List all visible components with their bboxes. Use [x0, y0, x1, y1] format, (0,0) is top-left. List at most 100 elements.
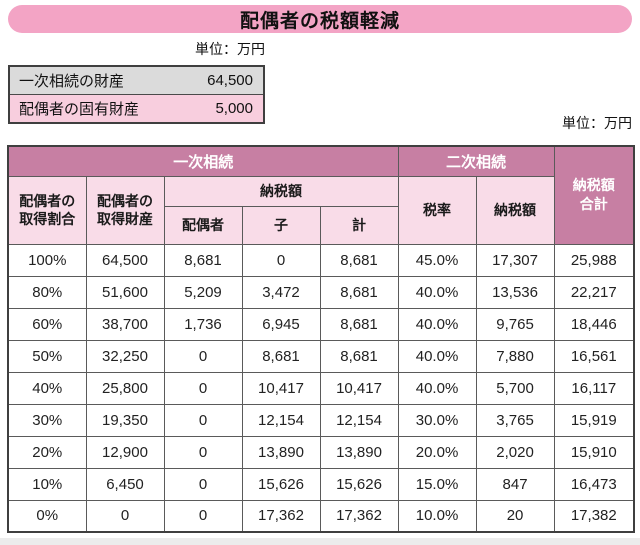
table-cell: 15,626	[241, 467, 321, 501]
table-cell: 0	[163, 339, 243, 373]
table-cell: 16,117	[553, 371, 635, 405]
table-cell: 20	[475, 499, 555, 533]
table-cell: 10,417	[319, 371, 399, 405]
table-row: 50% 32,250 0 8,681 8,681 40.0% 7,880 16,561	[7, 339, 635, 373]
table-cell: 22,217	[553, 275, 635, 309]
total-column-header: 納税額 合計	[553, 145, 635, 245]
table-cell: 40.0%	[397, 339, 477, 373]
table-row: 10% 6,450 0 15,626 15,626 15.0% 847 16,473	[7, 467, 635, 501]
group-header-row: 一次相続 二次相続 納税額 合計	[7, 145, 635, 245]
table-cell: 10%	[7, 467, 87, 501]
group-header-secondary: 二次相続	[397, 145, 555, 177]
table-cell: 16,473	[553, 467, 635, 501]
table-cell: 25,800	[85, 371, 165, 405]
table-cell: 10,417	[241, 371, 321, 405]
table-row: 80% 51,600 5,209 3,472 8,681 40.0% 13,536 22,21…	[7, 275, 635, 309]
sub-header-row-1: 配偶者の 取得割合 配偶者の 取得財産 納税額 税率 納税額	[7, 175, 634, 245]
summary-row-value: 64,500	[207, 72, 253, 89]
table-cell: 0	[163, 435, 243, 469]
table-cell: 15,919	[553, 403, 635, 437]
table-cell: 8,681	[319, 275, 399, 309]
table-cell: 30.0%	[397, 403, 477, 437]
table-cell: 100%	[7, 243, 87, 277]
summary-row-label: 一次相続の財産	[19, 73, 125, 90]
table-cell: 45.0%	[397, 243, 477, 277]
table-cell: 64,500	[85, 243, 165, 277]
table-cell: 15,910	[553, 435, 635, 469]
table-cell: 38,700	[85, 307, 165, 341]
table-cell: 5,700	[475, 371, 555, 405]
table-cell: 17,362	[241, 499, 321, 533]
table-cell: 10.0%	[397, 499, 477, 533]
page-edge-strip	[0, 538, 640, 545]
unit-label-top: 単位：万円	[195, 41, 265, 57]
summary-row-label: 配偶者の固有財産	[19, 101, 140, 118]
table-cell: 13,890	[241, 435, 321, 469]
table-cell: 16,561	[553, 339, 635, 373]
table-cell: 0	[241, 243, 321, 277]
table-cell: 20%	[7, 435, 87, 469]
table-cell: 6,945	[241, 307, 321, 341]
table-cell: 8,681	[163, 243, 243, 277]
table-cell: 40.0%	[397, 307, 477, 341]
table-cell: 15,626	[319, 467, 399, 501]
table-cell: 3,472	[241, 275, 321, 309]
table-cell: 51,600	[85, 275, 165, 309]
table-cell: 8,681	[319, 339, 399, 373]
table-cell: 1,736	[163, 307, 243, 341]
table-cell: 3,765	[475, 403, 555, 437]
table-cell: 13,536	[475, 275, 555, 309]
table-cell: 0	[163, 403, 243, 437]
table-row: 100% 64,500 8,681 0 8,681 45.0% 17,307 25,988	[7, 243, 635, 277]
table-cell: 0%	[7, 499, 87, 533]
table-row: 40% 25,800 0 10,417 10,417 40.0% 5,700 16,117	[7, 371, 635, 405]
table-cell: 30%	[7, 403, 87, 437]
table-cell: 25,988	[553, 243, 635, 277]
table-cell: 6,450	[85, 467, 165, 501]
table-cell: 9,765	[475, 307, 555, 341]
table-cell: 40%	[7, 371, 87, 405]
table-row: 0% 0 0 17,362 17,362 10.0% 20 17,382	[7, 499, 635, 533]
tax-rate-header: 税率	[397, 175, 477, 245]
table-row: 60% 38,700 1,736 6,945 8,681 40.0% 9,765 18,446	[7, 307, 635, 341]
table-cell: 8,681	[241, 339, 321, 373]
group-header-primary: 一次相続	[7, 145, 399, 177]
table-cell: 17,382	[553, 499, 635, 533]
table-cell: 5,209	[163, 275, 243, 309]
table-cell: 19,350	[85, 403, 165, 437]
summary-table: 一次相続の財産 64,500 配偶者の固有財産 5,000	[8, 65, 265, 124]
table-cell: 80%	[7, 275, 87, 309]
table-row: 30% 19,350 0 12,154 12,154 30.0% 3,765 15,919	[7, 403, 635, 437]
page-title-banner: 配偶者の税額軽減	[8, 5, 632, 33]
spouse-header: 配偶者	[163, 205, 243, 245]
table-cell: 12,154	[241, 403, 321, 437]
table-cell: 50%	[7, 339, 87, 373]
table-cell: 15.0%	[397, 467, 477, 501]
table-cell: 32,250	[85, 339, 165, 373]
table-cell: 0	[163, 499, 243, 533]
unit-label-main: 単位：万円	[562, 115, 632, 131]
table-cell: 847	[475, 467, 555, 501]
table-cell: 0	[163, 371, 243, 405]
table-cell: 13,890	[319, 435, 399, 469]
table-cell: 17,362	[319, 499, 399, 533]
table-cell: 8,681	[319, 243, 399, 277]
table-cell: 12,154	[319, 403, 399, 437]
spouse-assets-header: 配偶者の 取得財産	[85, 175, 165, 245]
table-cell: 18,446	[553, 307, 635, 341]
table-row: 20% 12,900 0 13,890 13,890 20.0% 2,020 15,910	[7, 435, 635, 469]
summary-row-primary-estate: 一次相続の財産 64,500	[10, 67, 263, 95]
table-cell: 17,307	[475, 243, 555, 277]
spouse-ratio-header: 配偶者の 取得割合	[7, 175, 87, 245]
table-cell: 0	[163, 467, 243, 501]
child-header: 子	[241, 205, 321, 245]
table-cell: 7,880	[475, 339, 555, 373]
tax-amount-group-header: 納税額	[163, 175, 399, 207]
sum-header: 計	[319, 205, 399, 245]
summary-row-value: 5,000	[215, 100, 253, 117]
sub-header-row-2: 配偶者 子 計	[8, 205, 634, 245]
table-cell: 12,900	[85, 435, 165, 469]
table-cell: 20.0%	[397, 435, 477, 469]
inheritance-tax-table: 一次相続 二次相続 納税額 合計 配偶者の 取得割合 配偶者の 取得財産 納税額…	[7, 145, 636, 533]
table-cell: 0	[85, 499, 165, 533]
